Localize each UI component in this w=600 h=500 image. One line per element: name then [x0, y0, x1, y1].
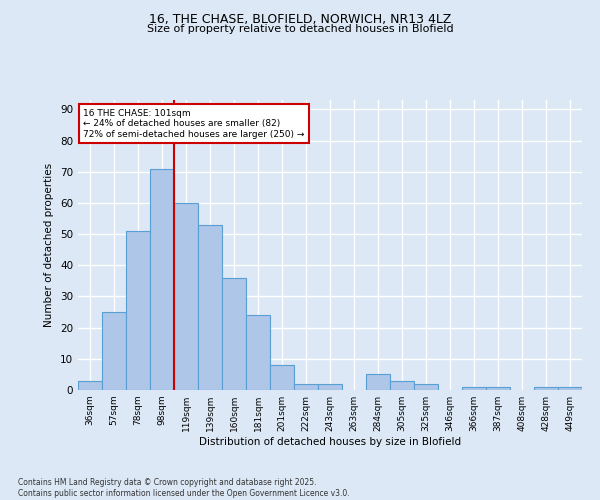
Y-axis label: Number of detached properties: Number of detached properties: [44, 163, 55, 327]
Bar: [318, 384, 342, 390]
Bar: [462, 387, 486, 390]
Bar: [366, 374, 390, 390]
Bar: [222, 278, 246, 390]
Bar: [150, 168, 174, 390]
Bar: [126, 231, 150, 390]
X-axis label: Distribution of detached houses by size in Blofield: Distribution of detached houses by size …: [199, 437, 461, 447]
Text: Size of property relative to detached houses in Blofield: Size of property relative to detached ho…: [146, 24, 454, 34]
Bar: [174, 203, 198, 390]
Bar: [414, 384, 438, 390]
Bar: [486, 387, 510, 390]
Text: 16 THE CHASE: 101sqm
← 24% of detached houses are smaller (82)
72% of semi-detac: 16 THE CHASE: 101sqm ← 24% of detached h…: [83, 108, 304, 138]
Bar: [78, 380, 102, 390]
Bar: [390, 380, 414, 390]
Bar: [270, 365, 294, 390]
Text: 16, THE CHASE, BLOFIELD, NORWICH, NR13 4LZ: 16, THE CHASE, BLOFIELD, NORWICH, NR13 4…: [149, 12, 451, 26]
Text: Contains HM Land Registry data © Crown copyright and database right 2025.
Contai: Contains HM Land Registry data © Crown c…: [18, 478, 350, 498]
Bar: [102, 312, 126, 390]
Bar: [246, 315, 270, 390]
Bar: [294, 384, 318, 390]
Bar: [558, 387, 582, 390]
Bar: [198, 224, 222, 390]
Bar: [534, 387, 558, 390]
